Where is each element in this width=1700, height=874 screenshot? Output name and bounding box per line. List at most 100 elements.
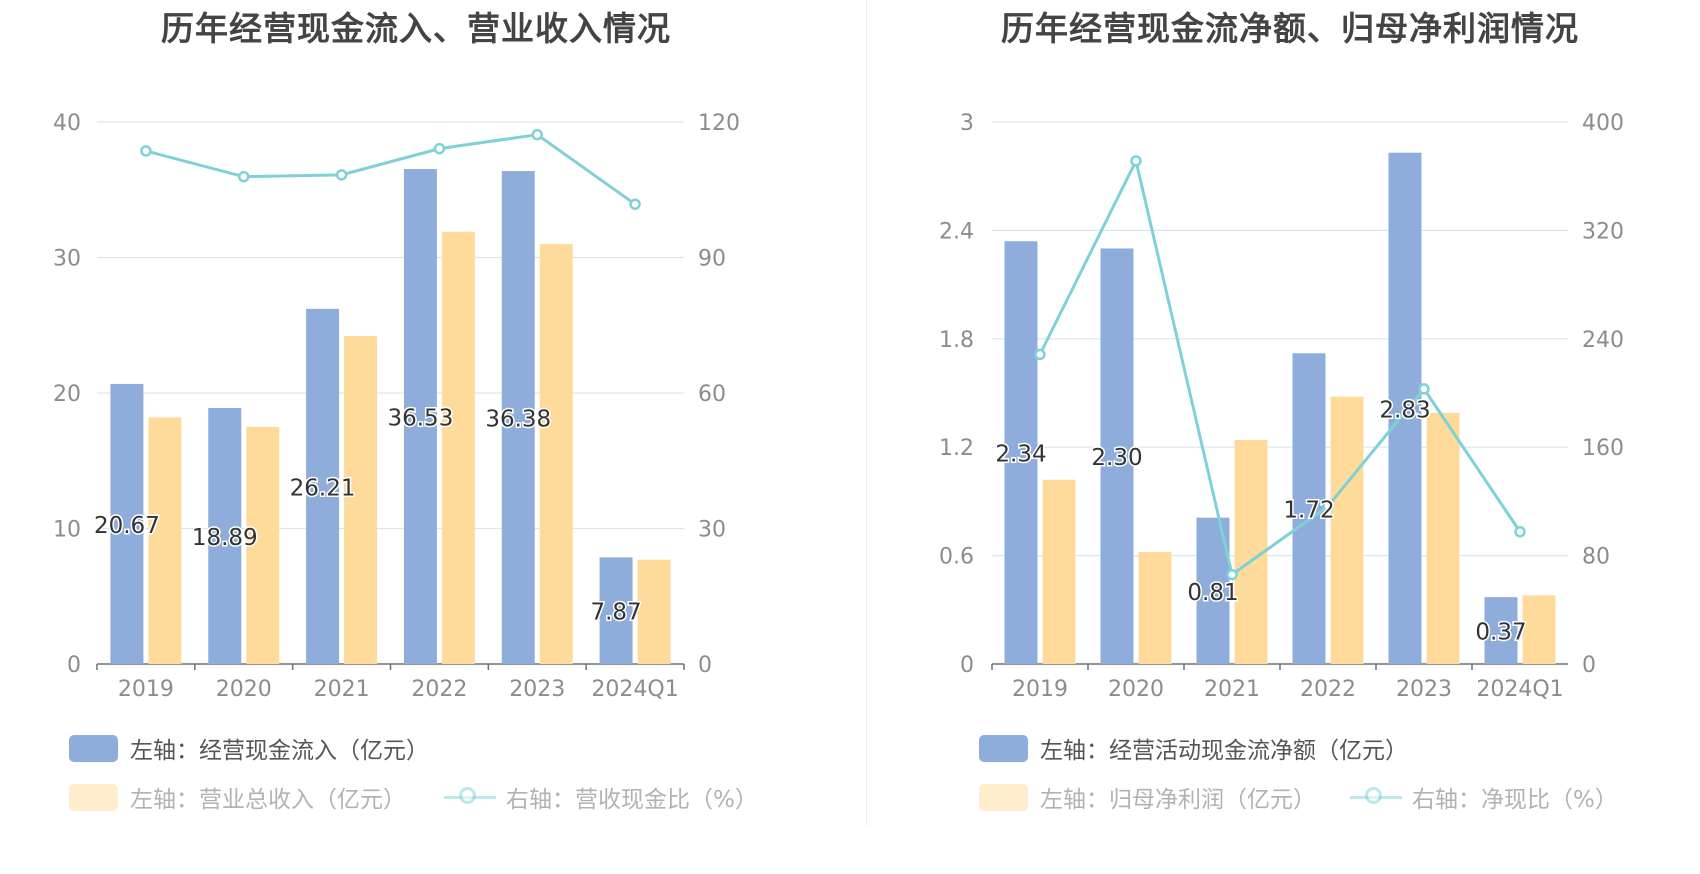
left-axis-tick-label: 20 <box>53 382 81 407</box>
bar-primary <box>110 383 144 664</box>
x-axis-tick-label: 2023 <box>509 677 565 702</box>
x-axis-tick-label: 2019 <box>1012 677 1068 702</box>
right-axis-tick-label: 0 <box>698 653 712 678</box>
right-axis-tick-label: 400 <box>1582 111 1624 136</box>
bar-primary <box>208 408 242 664</box>
right-chart-panel: 历年经营现金流净额、归母净利润情况 0 0.6 1.2 1.8 2.4 3 0 80 160 24… <box>866 0 1700 874</box>
bar-primary <box>1100 248 1134 664</box>
bar-primary <box>1484 597 1518 664</box>
bar-secondary <box>1330 396 1364 664</box>
bar-primary <box>1292 353 1326 664</box>
x-axis-tick-label: 2024Q1 <box>591 677 678 702</box>
bar-secondary <box>344 336 378 664</box>
x-axis-tick-label: 2022 <box>411 677 467 702</box>
left-axis-tick-label: 2.4 <box>939 219 974 244</box>
bar-data-label: 36.53 <box>387 406 453 432</box>
x-axis-tick-label: 2020 <box>1108 677 1164 702</box>
bar-data-label: 26.21 <box>290 475 356 501</box>
right-axis-tick-label: 30 <box>698 518 726 543</box>
ratio-point <box>629 198 641 210</box>
bar-data-label: 18.89 <box>192 525 258 551</box>
left-chart-panel: 历年经营现金流入、营业收入情况 0 10 20 30 40 0 30 60 90 120 2019 2… <box>53 9 758 814</box>
right-axis-tick-label: 60 <box>698 382 726 407</box>
left-axis-tick-label: 30 <box>53 247 81 272</box>
right-axis-tick-label: 80 <box>1582 545 1610 570</box>
ratio-point <box>1322 500 1334 512</box>
ratio-point <box>1034 348 1046 361</box>
bar-secondary <box>1426 412 1460 664</box>
left-axis-tick-label: 0 <box>960 653 974 678</box>
bar-primary <box>599 557 633 664</box>
right-chart-title: 历年经营现金流净额、归母净利润情况 <box>1001 9 1579 48</box>
ratio-point <box>238 170 250 183</box>
ratio-point <box>140 145 152 157</box>
bar-primary <box>1004 241 1038 665</box>
x-axis-tick-label: 2019 <box>118 677 174 702</box>
ratio-line <box>145 133 636 206</box>
x-axis-tick-label: 2021 <box>314 677 370 702</box>
bar-primary <box>501 171 535 664</box>
bar-secondary <box>539 243 573 664</box>
legend-item-net-profit[interactable]: 左轴：归母净利润（亿元） <box>979 780 1316 814</box>
bar-secondary <box>1138 551 1172 664</box>
legend-swatch-revenue <box>69 783 118 811</box>
bar-data-label: 2.83 <box>1379 397 1430 423</box>
legend-label-cash-revenue-ratio: 右轴：营收现金比（%） <box>506 787 758 813</box>
x-axis-tick-label: 2020 <box>216 677 272 702</box>
legend-line-icon <box>444 784 496 811</box>
legend-label-net-cash-ratio: 右轴：净现比（%） <box>1412 787 1618 813</box>
bar-secondary <box>637 559 671 664</box>
legend-item-net-cash-flow[interactable]: 左轴：经营活动现金流净额（亿元） <box>979 731 1408 765</box>
bar-secondary <box>246 426 280 664</box>
right-axis-tick-label: 0 <box>1582 653 1596 678</box>
panel-divider <box>866 0 867 826</box>
left-axis-tick-label: 10 <box>53 518 81 543</box>
bar-data-label: 0.37 <box>1475 620 1526 646</box>
ratio-point <box>335 169 348 181</box>
left-axis-tick-label: 1.8 <box>939 328 974 353</box>
left-axis-tick-label: 3 <box>960 111 974 136</box>
ratio-point <box>531 128 543 141</box>
legend-line-icon <box>1350 784 1402 811</box>
right-axis-tick-label: 160 <box>1582 436 1624 461</box>
legend-swatch-net-cash-flow <box>979 734 1028 762</box>
legend-label-revenue: 左轴：营业总收入（亿元） <box>130 787 406 813</box>
bar-secondary <box>441 231 475 664</box>
bar-primary <box>403 169 437 664</box>
legend-item-cash-inflow[interactable]: 左轴：经营现金流入（亿元） <box>69 731 429 765</box>
ratio-point <box>433 142 446 155</box>
bar-data-label: 2.30 <box>1091 445 1142 471</box>
bar-secondary <box>1042 479 1076 664</box>
legend-label-cash-inflow: 左轴：经营现金流入（亿元） <box>130 738 429 764</box>
bar-data-label: 2.34 <box>995 442 1046 468</box>
left-axis-tick-label: 40 <box>53 111 81 136</box>
right-axis-tick-label: 240 <box>1582 328 1624 353</box>
legend-item-cash-revenue-ratio[interactable]: 右轴：营收现金比（%） <box>444 780 758 814</box>
ratio-point <box>1130 155 1142 167</box>
left-axis-tick-label: 0.6 <box>939 545 974 570</box>
legend-item-net-cash-ratio[interactable]: 右轴：净现比（%） <box>1350 780 1618 814</box>
ratio-point <box>1514 526 1526 538</box>
left-axis-tick-label: 0 <box>67 653 81 678</box>
right-axis-tick-label: 120 <box>698 111 740 136</box>
x-axis-tick-label: 2022 <box>1300 677 1356 702</box>
bar-secondary <box>1522 595 1556 664</box>
x-axis-tick-label: 2023 <box>1396 677 1452 702</box>
bar-data-label: 20.67 <box>94 513 160 539</box>
left-axis-tick-label: 1.2 <box>939 436 974 461</box>
legend-swatch-cash-inflow <box>69 734 118 762</box>
x-axis-tick-label: 2021 <box>1204 677 1260 702</box>
right-chart-plot: 0 0.6 1.2 1.8 2.4 3 0 80 160 240 320 400 2019 2020 202… <box>939 111 1624 702</box>
bar-primary <box>1388 152 1422 665</box>
right-axis-tick-label: 90 <box>698 247 726 272</box>
ratio-line <box>1038 156 1522 578</box>
legend-label-net-cash-flow: 左轴：经营活动现金流净额（亿元） <box>1040 738 1408 764</box>
legend-item-revenue[interactable]: 左轴：营业总收入（亿元） <box>69 780 406 814</box>
bar-data-label: 0.81 <box>1187 580 1238 606</box>
legend-label-net-profit: 左轴：归母净利润（亿元） <box>1040 787 1316 813</box>
bar-data-label: 1.72 <box>1283 498 1334 524</box>
bar-primary <box>306 308 340 664</box>
bar-data-label: 7.87 <box>590 600 641 626</box>
left-chart-title: 历年经营现金流入、营业收入情况 <box>161 9 671 48</box>
ratio-point <box>1418 383 1430 395</box>
